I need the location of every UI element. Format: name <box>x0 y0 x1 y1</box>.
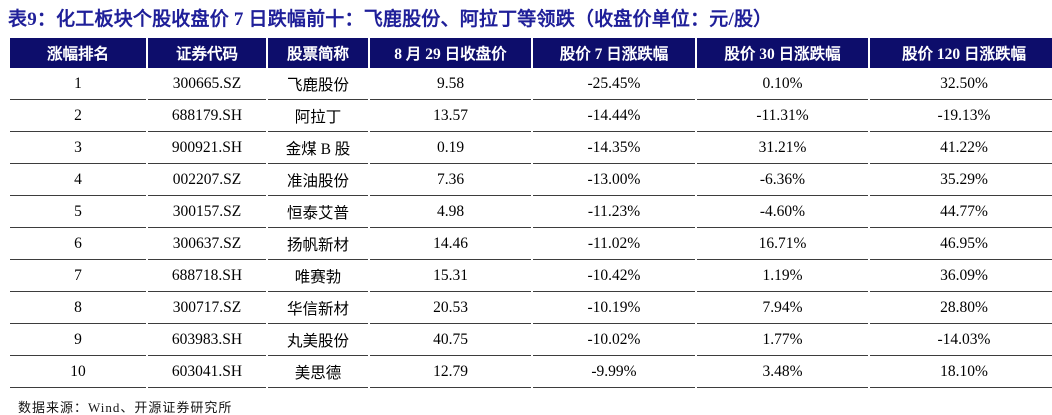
table-row: 9 603983.SH 丸美股份 40.75 -10.02% 1.77% -14… <box>10 324 1052 356</box>
table-row: 8 300717.SZ 华信新材 20.53 -10.19% 7.94% 28.… <box>10 292 1052 324</box>
chg-120d-cell: 44.77% <box>870 196 1052 228</box>
table-row: 1 300665.SZ 飞鹿股份 9.58 -25.45% 0.10% 32.5… <box>10 68 1052 100</box>
chg-120d-cell: 46.95% <box>870 228 1052 260</box>
name-cell: 准油股份 <box>268 164 368 196</box>
chg-120d-cell: 28.80% <box>870 292 1052 324</box>
chg-30d-cell: 0.10% <box>697 68 868 100</box>
chg-120d-cell: -14.03% <box>870 324 1052 356</box>
table-row: 2 688179.SH 阿拉丁 13.57 -14.44% -11.31% -1… <box>10 100 1052 132</box>
header-chg30: 股价 30 日涨跌幅 <box>697 38 868 68</box>
code-cell: 002207.SZ <box>148 164 266 196</box>
close-price-cell: 9.58 <box>370 68 531 100</box>
chg-7d-cell: -14.35% <box>533 132 695 164</box>
name-cell: 恒泰艾普 <box>268 196 368 228</box>
chg-120d-cell: 18.10% <box>870 356 1052 388</box>
name-cell: 飞鹿股份 <box>268 68 368 100</box>
chg-7d-cell: -14.44% <box>533 100 695 132</box>
close-price-cell: 13.57 <box>370 100 531 132</box>
header-name: 股票简称 <box>268 38 368 68</box>
code-cell: 300157.SZ <box>148 196 266 228</box>
close-price-cell: 7.36 <box>370 164 531 196</box>
table-row: 5 300157.SZ 恒泰艾普 4.98 -11.23% -4.60% 44.… <box>10 196 1052 228</box>
table-row: 6 300637.SZ 扬帆新材 14.46 -11.02% 16.71% 46… <box>10 228 1052 260</box>
chg-30d-cell: 1.19% <box>697 260 868 292</box>
chg-7d-cell: -9.99% <box>533 356 695 388</box>
code-cell: 688718.SH <box>148 260 266 292</box>
code-cell: 300637.SZ <box>148 228 266 260</box>
chg-120d-cell: 41.22% <box>870 132 1052 164</box>
rank-cell: 4 <box>10 164 146 196</box>
code-cell: 603983.SH <box>148 324 266 356</box>
header-rank: 涨幅排名 <box>10 38 146 68</box>
table-row: 10 603041.SH 美思德 12.79 -9.99% 3.48% 18.1… <box>10 356 1052 388</box>
header-close: 8 月 29 日收盘价 <box>370 38 531 68</box>
name-cell: 丸美股份 <box>268 324 368 356</box>
chg-7d-cell: -11.02% <box>533 228 695 260</box>
header-chg7: 股价 7 日涨跌幅 <box>533 38 695 68</box>
header-row: 涨幅排名 证券代码 股票简称 8 月 29 日收盘价 股价 7 日涨跌幅 股价 … <box>10 38 1052 68</box>
table-row: 3 900921.SH 金煤 B 股 0.19 -14.35% 31.21% 4… <box>10 132 1052 164</box>
chg-7d-cell: -10.42% <box>533 260 695 292</box>
code-cell: 300665.SZ <box>148 68 266 100</box>
code-cell: 688179.SH <box>148 100 266 132</box>
name-cell: 金煤 B 股 <box>268 132 368 164</box>
name-cell: 唯赛勃 <box>268 260 368 292</box>
chg-30d-cell: -6.36% <box>697 164 868 196</box>
header-code: 证券代码 <box>148 38 266 68</box>
header-chg120: 股价 120 日涨跌幅 <box>870 38 1052 68</box>
close-price-cell: 12.79 <box>370 356 531 388</box>
chg-30d-cell: 31.21% <box>697 132 868 164</box>
chg-7d-cell: -25.45% <box>533 68 695 100</box>
chg-7d-cell: -13.00% <box>533 164 695 196</box>
rank-cell: 7 <box>10 260 146 292</box>
name-cell: 阿拉丁 <box>268 100 368 132</box>
chg-120d-cell: 32.50% <box>870 68 1052 100</box>
chg-7d-cell: -10.02% <box>533 324 695 356</box>
close-price-cell: 20.53 <box>370 292 531 324</box>
rank-cell: 2 <box>10 100 146 132</box>
chg-7d-cell: -11.23% <box>533 196 695 228</box>
chg-30d-cell: 1.77% <box>697 324 868 356</box>
code-cell: 300717.SZ <box>148 292 266 324</box>
close-price-cell: 14.46 <box>370 228 531 260</box>
close-price-cell: 15.31 <box>370 260 531 292</box>
name-cell: 扬帆新材 <box>268 228 368 260</box>
rank-cell: 5 <box>10 196 146 228</box>
chg-30d-cell: -11.31% <box>697 100 868 132</box>
close-price-cell: 40.75 <box>370 324 531 356</box>
table-title: 表9：化工板块个股收盘价 7 日跌幅前十：飞鹿股份、阿拉丁等领跌（收盘价单位：元… <box>8 9 773 30</box>
stocks-table: 涨幅排名 证券代码 股票简称 8 月 29 日收盘价 股价 7 日涨跌幅 股价 … <box>8 38 1052 388</box>
rank-cell: 9 <box>10 324 146 356</box>
table-body: 1 300665.SZ 飞鹿股份 9.58 -25.45% 0.10% 32.5… <box>10 68 1052 388</box>
chg-120d-cell: 36.09% <box>870 260 1052 292</box>
chg-7d-cell: -10.19% <box>533 292 695 324</box>
chg-30d-cell: 16.71% <box>697 228 868 260</box>
table-row: 7 688718.SH 唯赛勃 15.31 -10.42% 1.19% 36.0… <box>10 260 1052 292</box>
code-cell: 603041.SH <box>148 356 266 388</box>
chg-30d-cell: -4.60% <box>697 196 868 228</box>
close-price-cell: 0.19 <box>370 132 531 164</box>
rank-cell: 8 <box>10 292 146 324</box>
table-header: 涨幅排名 证券代码 股票简称 8 月 29 日收盘价 股价 7 日涨跌幅 股价 … <box>10 38 1052 68</box>
code-cell: 900921.SH <box>148 132 266 164</box>
name-cell: 华信新材 <box>268 292 368 324</box>
chg-30d-cell: 3.48% <box>697 356 868 388</box>
rank-cell: 3 <box>10 132 146 164</box>
name-cell: 美思德 <box>268 356 368 388</box>
rank-cell: 10 <box>10 356 146 388</box>
table-row: 4 002207.SZ 准油股份 7.36 -13.00% -6.36% 35.… <box>10 164 1052 196</box>
data-source: 数据来源：Wind、开源证券研究所 <box>18 400 233 415</box>
chg-120d-cell: -19.13% <box>870 100 1052 132</box>
chg-120d-cell: 35.29% <box>870 164 1052 196</box>
chg-30d-cell: 7.94% <box>697 292 868 324</box>
rank-cell: 1 <box>10 68 146 100</box>
close-price-cell: 4.98 <box>370 196 531 228</box>
rank-cell: 6 <box>10 228 146 260</box>
